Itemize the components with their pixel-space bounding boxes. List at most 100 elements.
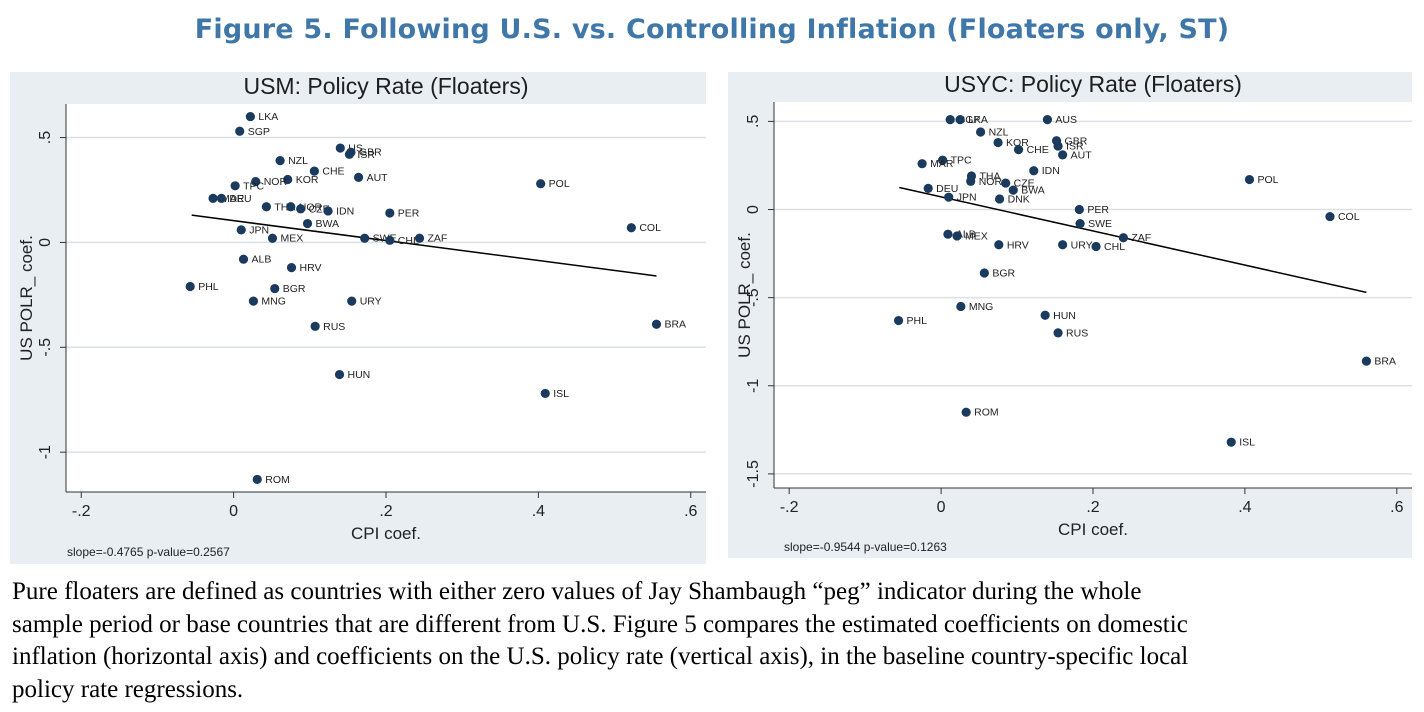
point-label: CHE [322,166,344,178]
point-label: BGR [992,267,1015,279]
point-label: HUN [348,369,371,381]
x-axis-label: CPI coef. [1058,520,1128,539]
data-point [1226,437,1236,447]
x-tick-label: .2 [379,503,392,520]
data-point [1008,185,1018,195]
point-label: JPN [957,192,977,204]
data-point [360,233,370,243]
data-point [961,407,971,417]
data-point [1118,233,1128,243]
point-label: ZAF [428,233,448,245]
point-label: MNG [969,301,994,313]
data-point [994,240,1004,250]
point-label: BRA [1374,356,1396,368]
point-label: HUN [1053,310,1076,322]
point-label: ALB [252,254,272,266]
data-point [1244,174,1255,185]
data-point [245,111,255,122]
data-point [651,319,662,329]
point-label: TPC [951,155,972,167]
point-label: MNG [261,296,286,308]
data-point [979,268,989,278]
data-point [238,254,249,264]
point-label: HRV [1007,239,1029,251]
data-point [270,283,280,294]
point-label: TPC [243,180,264,192]
caption-line: inflation (horizontal axis) and coeffici… [12,643,1189,670]
data-point [893,315,904,326]
plot-area [774,102,1412,488]
y-tick-label: .5 [37,131,54,144]
chart-panel-usyc: USYC: Policy Rate (Floaters) -1.5 -1 -.5 0 .5… [728,72,1412,558]
caption-line: policy rate regressions. [12,675,244,703]
data-point [917,159,927,169]
point-label: IDN [1042,165,1060,177]
x-tick-label: 0 [937,499,946,516]
figure-title: Figure 5. Following U.S. vs. Controlling… [194,14,1230,45]
data-point [1058,150,1068,160]
scatter-chart-usyc: USYC: Policy Rate (Floaters) -1.5 -1 -.5 0 .5… [735,72,1412,554]
data-point [993,137,1003,148]
chart-title: USM: Policy Rate (Floaters) [243,73,528,99]
data-point [347,296,357,306]
data-point [975,127,986,137]
x-tick-label: -.2 [780,499,799,516]
data-point [334,369,345,380]
data-point [1325,211,1335,222]
point-label: POL [549,178,570,190]
point-label: LKA [258,111,278,123]
chart-footnote: slope=-0.9544 p-value=0.1263 [784,540,947,554]
data-point [275,156,285,166]
point-label: URY [1071,239,1093,251]
data-point [414,233,425,243]
chart-footnote: slope=-0.4765 p-value=0.2567 [67,545,230,559]
point-label: BRA [664,319,686,331]
point-label: ROM [974,407,999,419]
data-point [1053,328,1063,338]
data-point [1042,115,1053,125]
x-tick-label: -.2 [72,503,91,520]
point-label: CHE [1027,144,1049,156]
point-label: MAR [221,193,245,205]
data-point [626,223,636,233]
point-label: LKA [968,114,988,126]
data-point [344,149,355,159]
data-point [296,204,306,214]
scatter-chart-usm: USM: Policy Rate (Floaters) -1 -.5 0 .5 -.2 0.… [17,73,706,559]
point-label: CHL [398,235,419,247]
point-label: CHL [1104,241,1125,253]
data-point [1013,144,1024,155]
point-label: MEX [280,233,303,245]
data-point [994,194,1005,204]
y-axis-label: US POLR_ coef. [735,232,754,358]
data-point [335,143,345,153]
data-point [385,235,395,245]
fitted-line [899,186,1367,294]
x-tick-label: .6 [684,503,697,520]
data-point [353,172,364,183]
y-tick-label: -.5 [37,338,54,357]
point-label: RUS [323,321,345,333]
x-tick-label: .2 [1086,499,1099,516]
data-point [1074,204,1084,215]
data-point [1075,219,1085,229]
data-point [283,174,293,185]
data-point [1091,241,1101,252]
caption-line: sample period or base countries that are… [12,610,1188,638]
point-label: PER [398,208,420,220]
data-point [286,202,296,212]
point-label: IDN [336,205,354,217]
point-label: NOR [264,176,288,188]
y-axis-label: US POLR_ coef. [17,235,36,361]
data-point [310,321,320,331]
point-label: GBR [1065,135,1088,147]
data-point [385,208,395,218]
point-label: GBR [359,147,382,159]
point-label: URY [360,296,382,308]
data-point [208,193,218,203]
point-label: ISL [1239,437,1255,449]
point-label: POL [1257,174,1278,186]
data-point [248,296,259,306]
point-label: PHL [198,281,219,293]
chart-panel-usm: USM: Policy Rate (Floaters) -1 -.5 0 .5 -.2 0.… [10,72,706,564]
